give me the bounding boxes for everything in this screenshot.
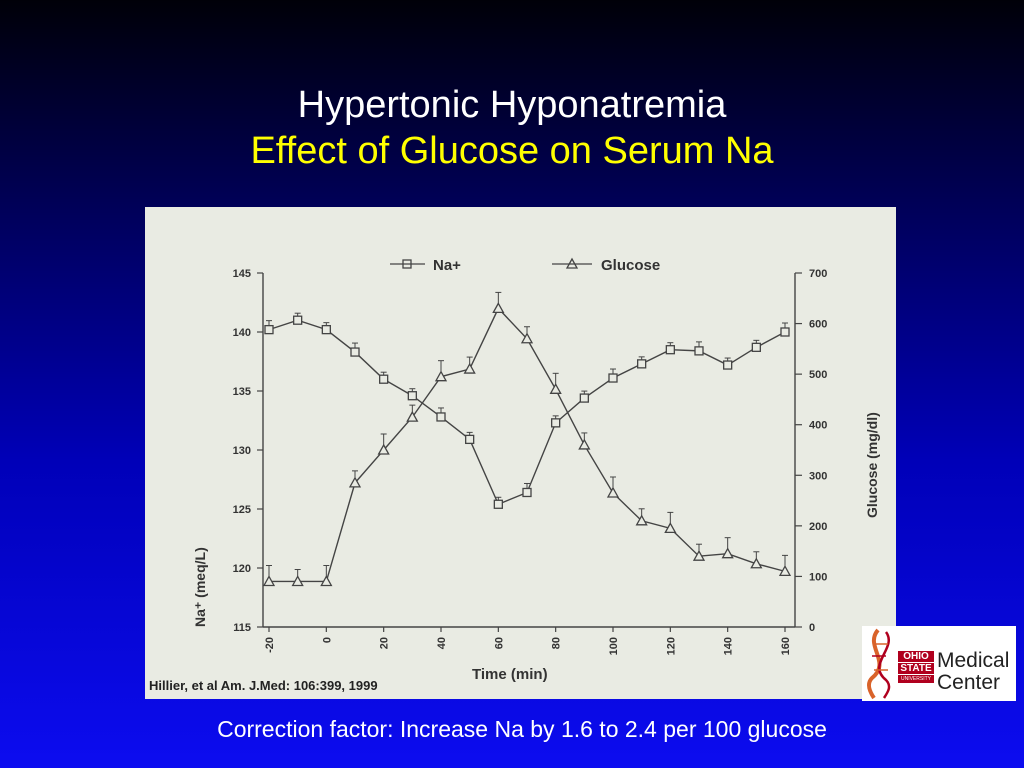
na-data-point (407, 391, 417, 401)
y-left-tick-label: 145 (233, 268, 251, 280)
glucose-data-point (463, 362, 476, 374)
glucose-data-point (578, 438, 591, 450)
correction-factor-note: Correction factor: Increase Na by 1.6 to… (217, 716, 827, 742)
legend-glucose-label: Glucose (601, 257, 660, 274)
legend-glucose-marker (565, 257, 579, 269)
y-right-tick-label: 0 (809, 622, 815, 634)
y-right-tick-label: 400 (809, 420, 827, 432)
x-tick-label: 0 (321, 637, 333, 643)
y-left-tick-label: 140 (233, 327, 251, 339)
glucose-data-point (262, 575, 276, 587)
y-left-tick-label: 120 (233, 563, 251, 575)
y-right-tick-label: 300 (809, 470, 827, 482)
na-data-point (551, 418, 561, 428)
logo-medical-text: Medical (937, 649, 1010, 672)
series-line-glucose (269, 307, 786, 583)
slide-title: Hypertonic Hyponatremia (297, 84, 727, 126)
na-data-point (780, 327, 790, 337)
glucose-data-point (664, 522, 677, 534)
glucose-data-point (520, 332, 534, 344)
na-data-point (608, 373, 618, 383)
glucose-data-point (348, 476, 362, 488)
y-left-tick-label: 135 (233, 386, 251, 398)
logo-state-text: STATE (898, 663, 934, 674)
logo-center-text: Center (937, 671, 1001, 694)
x-tick-label: 160 (780, 637, 792, 655)
series-line-na (268, 319, 786, 506)
glucose-data-point (750, 557, 763, 569)
glucose-data-point (434, 370, 448, 382)
x-tick-label: 20 (379, 637, 391, 649)
na-data-point (637, 359, 647, 369)
x-tick-label: 40 (436, 637, 448, 649)
glucose-data-point (692, 549, 706, 561)
glucose-data-point (778, 565, 792, 577)
y-right-tick-label: 100 (809, 571, 827, 583)
na-data-point (694, 346, 704, 356)
na-data-point (293, 315, 303, 325)
chart-svg: Na+ Glucose Na⁺ (meq/L) Glucose (mg/dl) … (192, 257, 880, 683)
osu-medical-center-logo: OHIO STATE UNIVERSITY Medical Center (862, 626, 1016, 701)
legend-na-marker (402, 259, 412, 269)
glucose-data-point (635, 514, 648, 526)
na-data-point (522, 487, 532, 498)
y-left-tick-label: 130 (233, 445, 251, 457)
na-data-point (751, 342, 761, 352)
y-left-tick-label: 125 (233, 504, 251, 516)
glucose-data-point (721, 547, 734, 559)
na-data-point (350, 347, 360, 357)
logo-ohio-text: OHIO (898, 651, 934, 662)
legend-na-label: Na+ (433, 257, 461, 274)
slide-subtitle: Effect of Glucose on Serum Na (250, 130, 774, 172)
na-data-point (465, 434, 475, 445)
x-tick-label: 120 (665, 637, 677, 655)
y-left-tick-label: 115 (233, 622, 251, 634)
glucose-data-point (291, 575, 304, 587)
na-data-point (665, 345, 675, 355)
plot-layer: 1151201251301351401450100200300400500600… (233, 268, 828, 655)
na-data-point (723, 360, 733, 370)
x-tick-label: -20 (264, 637, 276, 653)
glucose-data-point (492, 302, 505, 314)
glucose-data-point (549, 382, 562, 394)
na-data-point (493, 499, 503, 509)
glucose-data-point (320, 575, 333, 587)
y-right-tick-label: 200 (809, 521, 827, 533)
x-tick-label: 100 (608, 637, 620, 655)
chart-figure: Na+ Glucose Na⁺ (meq/L) Glucose (mg/dl) … (145, 207, 896, 699)
logo-university-text: UNIVERSITY (898, 675, 934, 683)
glucose-data-point (377, 443, 390, 455)
y-right-axis-title: Glucose (mg/dl) (864, 412, 880, 518)
x-tick-label: 80 (551, 637, 563, 649)
x-tick-label: 140 (723, 637, 735, 655)
y-right-tick-label: 700 (809, 268, 827, 280)
dna-helix-icon (866, 628, 891, 700)
legend: Na+ Glucose (390, 257, 660, 274)
y-left-axis-title: Na⁺ (meq/L) (192, 547, 208, 627)
na-data-point (379, 374, 389, 384)
x-axis-title: Time (min) (472, 666, 548, 683)
citation: Hillier, et al Am. J.Med: 106:399, 1999 (149, 678, 378, 693)
glucose-data-point (406, 410, 419, 422)
slide-title-block: Hypertonic Hyponatremia Effect of Glucos… (0, 82, 1024, 174)
na-data-point (436, 412, 446, 422)
glucose-data-point (606, 486, 620, 498)
na-data-point (579, 393, 589, 403)
y-right-tick-label: 500 (809, 369, 827, 381)
na-data-point (264, 324, 274, 335)
x-tick-label: 60 (493, 637, 505, 649)
y-right-tick-label: 600 (809, 319, 827, 331)
na-data-point (321, 324, 331, 335)
